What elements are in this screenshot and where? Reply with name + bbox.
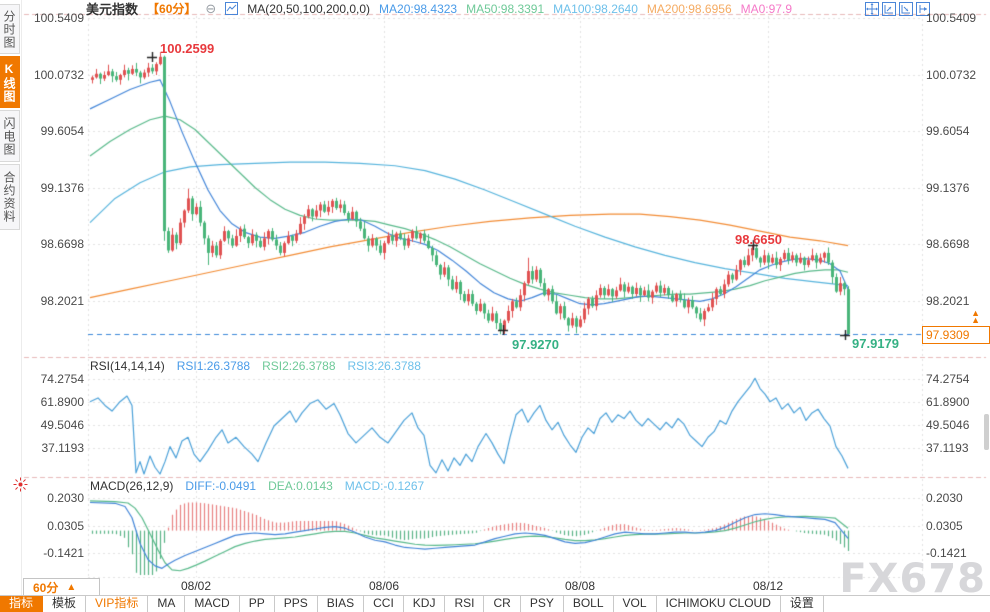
toolbar-button-14[interactable]: VOL [614,596,657,612]
x-axis-label: 08/08 [564,579,596,593]
rsi-axis-label: 37.1193 [41,441,85,456]
zoom-in-icon[interactable] [899,2,913,16]
macd-value: MACD:-0.1267 [344,479,425,493]
tab-contract-info[interactable]: 合约资料 [0,164,20,230]
rsi1-value: RSI1:26.3788 [176,359,251,373]
price-axis-label: 99.1376 [926,180,970,195]
tab-kline-chart[interactable]: K线图 [0,56,20,108]
price-annotation: 97.9270 [512,337,559,352]
price-axis-label: 100.5409 [33,11,84,25]
macd-settings-label: MACD(26,12,9) [90,479,174,493]
interval-label: 【60分】 [147,2,197,16]
price-axis-label: 100.5409 [926,11,977,25]
chart-type-icon[interactable] [225,2,239,15]
toolbar-button-10[interactable]: RSI [445,596,485,612]
symbol-title: 美元指数 [86,2,139,17]
red-sun-icon[interactable] [13,477,28,497]
toolbar-button-3[interactable]: MA [148,596,186,612]
macd-axis-label: 0.0305 [926,518,963,533]
rsi-header: RSI(14,14,14) RSI1:26.3788 RSI2:26.3788 … [90,359,421,373]
rsi-settings-label: RSI(14,14,14) [90,359,165,373]
rsi3-value: RSI3:26.3788 [347,359,421,373]
toolbar-button-16[interactable]: 设置 [781,596,824,612]
x-axis-label: 08/06 [368,579,400,593]
toolbar-button-1[interactable]: 模板 [43,596,87,612]
price-annotation: 97.9179 [852,336,899,351]
rsi2-value: RSI2:26.3788 [262,359,336,373]
diff-value: DIFF:-0.0491 [185,479,257,493]
toolbar-button-8[interactable]: CCI [364,596,404,612]
toolbar-button-4[interactable]: MACD [185,596,240,612]
toolbar-button-12[interactable]: PSY [521,596,564,612]
toolbar-button-2[interactable]: VIP指标 [86,596,149,612]
rsi-axis-label: 49.5046 [926,418,970,433]
chart-header: 美元指数 【60分】 ⊖ MA(20,50,100,200,0,0) MA20:… [86,0,792,18]
price-annotation: 98.6650 [735,232,782,247]
collapse-icon[interactable]: ⊖ [205,0,217,16]
tab-flash-chart[interactable]: 闪电图 [0,110,20,162]
price-axis-label: 98.2021 [40,294,84,309]
dea-value: DEA:0.0143 [268,479,333,493]
macd-axis-label: 0.0305 [47,518,84,533]
price-axis-label: 98.6698 [926,237,970,252]
bottom-toolbar: 指标 模板 VIP指标 MA MACD PP PPS BIAS CCI KDJ RSI CR PSY BO… [0,595,990,612]
current-price-box: 97.9309 [922,326,990,344]
toolbar-button-15[interactable]: ICHIMOKU CLOUD [657,596,781,612]
ma20-value: MA20:98.4323 [379,1,458,16]
toolbar-button-11[interactable]: CR [484,596,521,612]
toolbar-button-7[interactable]: BIAS [318,596,365,612]
chart-controls [865,2,930,16]
rsi-axis-label: 74.2754 [40,371,84,386]
price-axis-label: 99.6054 [926,124,970,139]
toolbar-button-5[interactable]: PP [240,596,275,612]
ma-settings-label: MA(20,50,100,200,0,0) [247,1,371,16]
ma100-value: MA100:98.2640 [553,1,638,16]
price-axis-label: 100.0732 [33,67,84,82]
interval-value: 60分 [33,580,59,595]
price-axis-label: 98.6698 [40,237,84,252]
rsi-axis-label: 61.8900 [926,394,970,409]
tab-time-chart[interactable]: 分时图 [0,4,20,54]
toolbar-button-0[interactable]: 指标 [0,596,44,612]
pan-right-icon[interactable] [916,2,930,16]
price-axis-label: 100.0732 [926,67,977,82]
price-axis-label: 98.2021 [926,294,970,309]
ma50-value: MA50:98.3391 [466,1,545,16]
toolbar-button-6[interactable]: PPS [275,596,318,612]
sidebar-divider [21,0,22,596]
price-annotation: 100.2599 [160,41,215,56]
interval-selector[interactable]: 60分 ▲ [23,578,100,596]
rsi-axis-label: 61.8900 [40,394,84,409]
price-axis-label: 99.6054 [40,124,84,139]
price-axis-label: 99.1376 [40,180,84,195]
rsi-axis-label: 49.5046 [40,418,84,433]
watermark: FX678 [839,556,986,602]
rsi-axis-label: 74.2754 [926,371,970,386]
x-axis-label: 08/02 [180,579,212,593]
ma200-value: MA200:98.6956 [646,1,732,16]
macd-header: MACD(26,12,9) DIFF:-0.0491 DEA:0.0143 MA… [90,479,424,493]
toolbar-button-9[interactable]: KDJ [404,596,446,612]
macd-axis-label: 0.2030 [47,491,84,505]
zoom-out-icon[interactable] [882,2,896,16]
toolbar-button-13[interactable]: BOLL [564,596,614,612]
interval-up-arrow-icon: ▲ [66,581,77,593]
price-up-arrows-icon: ▲ ▲ [971,308,980,325]
rsi-axis-label: 37.1193 [926,441,969,456]
macd-axis-label: 0.2030 [926,491,963,505]
x-axis-label: 08/12 [752,579,784,593]
macd-axis-label: -0.1421 [926,546,967,561]
scrollbar-thumb[interactable] [984,414,989,450]
macd-axis-label: -0.1421 [43,546,84,561]
ma0-value: MA0:97.9 [740,1,792,16]
crosshair-icon[interactable] [865,2,879,16]
